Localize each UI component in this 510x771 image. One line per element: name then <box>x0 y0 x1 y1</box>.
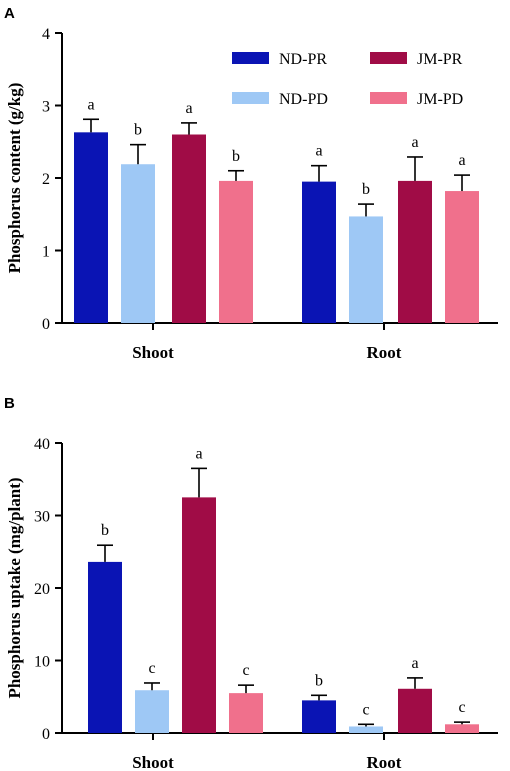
y-tick-label: 30 <box>34 509 50 526</box>
bar <box>74 132 108 323</box>
significance-letter: a <box>411 134 418 151</box>
bar <box>302 700 336 733</box>
legend-label: ND-PD <box>279 91 328 108</box>
y-axis-label: Phosphorus content (g/kg) <box>5 83 24 274</box>
legend-swatch <box>370 92 407 104</box>
bar <box>398 180 432 323</box>
panel-b: B 0 10 20 30 40 Shoot Root Phosphorus uptake (mg… <box>4 395 498 771</box>
bar <box>349 216 383 323</box>
legend-swatch <box>370 52 407 64</box>
bar <box>135 690 169 733</box>
category-label: Root <box>367 753 402 771</box>
category-label: Shoot <box>132 343 174 362</box>
y-tick-label: 2 <box>42 171 50 188</box>
significance-letter: a <box>315 143 322 160</box>
significance-letter: a <box>195 445 202 462</box>
panel-letter: A <box>4 5 15 22</box>
legend-swatch <box>232 92 269 104</box>
significance-letter: c <box>362 701 369 718</box>
bar <box>121 164 155 323</box>
significance-letter: a <box>458 152 465 169</box>
bar <box>219 180 253 323</box>
significance-letter: c <box>458 699 465 716</box>
significance-letter: a <box>411 655 418 672</box>
y-tick-label: 40 <box>34 436 50 453</box>
bar <box>302 181 336 323</box>
y-tick-label: 1 <box>42 244 50 261</box>
bar <box>398 688 432 733</box>
significance-letter: b <box>315 672 323 689</box>
bar <box>445 724 479 733</box>
significance-letter: b <box>232 148 240 165</box>
legend-label: ND-PR <box>279 51 327 68</box>
significance-letter: c <box>242 662 249 679</box>
bar <box>445 191 479 323</box>
y-tick-label: 3 <box>42 99 50 116</box>
significance-letter: b <box>362 181 370 198</box>
bar <box>172 134 206 323</box>
y-axis-label: Phosphorus uptake (mg/plant) <box>5 477 24 698</box>
panel-letter: B <box>4 395 15 412</box>
bar <box>229 693 263 733</box>
legend-label: JM-PD <box>417 91 463 108</box>
significance-letter: c <box>148 660 155 677</box>
y-tick-label: 10 <box>34 654 50 671</box>
significance-letter: a <box>87 96 94 113</box>
category-label: Shoot <box>132 753 174 771</box>
panel-a: A 0 1 2 3 4 Shoot Root Phosphorus content (g/kg)… <box>4 5 498 362</box>
bar <box>88 561 122 733</box>
y-tick-label: 4 <box>42 26 50 43</box>
bar <box>349 726 383 733</box>
significance-letter: a <box>185 100 192 117</box>
y-tick-label: 0 <box>42 316 50 333</box>
legend-label: JM-PR <box>417 51 463 68</box>
legend-swatch <box>232 52 269 64</box>
category-label: Root <box>367 343 402 362</box>
significance-letter: b <box>134 122 142 139</box>
y-tick-label: 0 <box>42 726 50 743</box>
y-tick-label: 20 <box>34 581 50 598</box>
significance-letter: b <box>101 522 109 539</box>
bar <box>182 497 216 733</box>
